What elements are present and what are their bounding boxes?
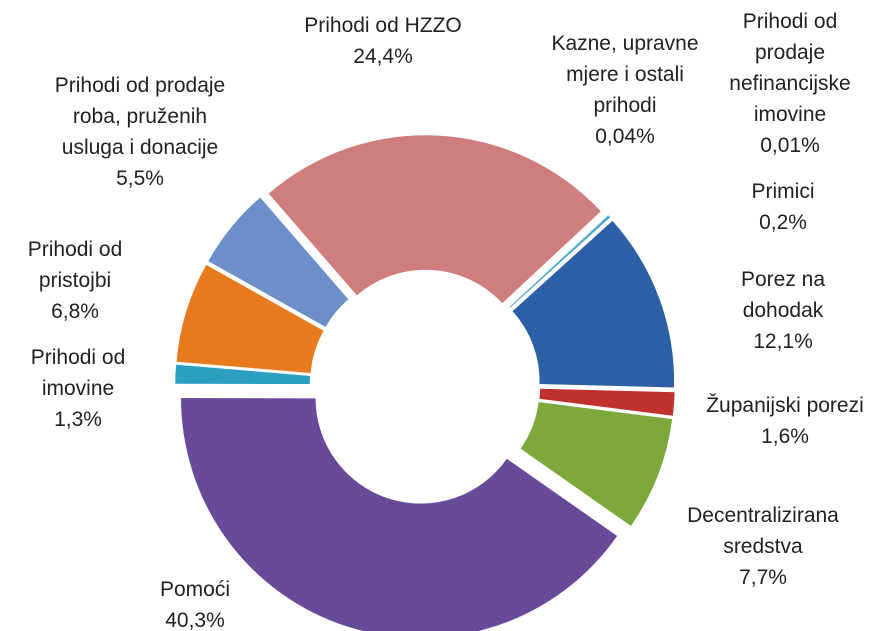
category-name: Prihodi od imovine (30, 346, 126, 400)
donut-slice (180, 397, 618, 631)
value-label: 1,3% (54, 408, 102, 431)
value-label: 7,7% (739, 566, 787, 589)
slice-label: Prihodi od imovine 1,3% (13, 342, 143, 435)
slice-label: Primici 0,2% (723, 176, 843, 238)
value-label: 0,04% (595, 125, 655, 148)
value-label: 40,3% (165, 609, 225, 631)
donut-slice (520, 401, 673, 527)
value-label: 5,5% (116, 167, 164, 190)
value-label: 1,6% (761, 425, 809, 448)
donut-slice (207, 196, 349, 328)
slice-label: Prihodi od pristojbi 6,8% (10, 234, 140, 327)
slice-label: Županijski porezi 1,6% (685, 390, 877, 452)
category-name: Prihodi od prodaje roba, pruženih usluga… (54, 74, 226, 159)
donut-slice (176, 264, 325, 374)
slice-label: Pomoći 40,3% (125, 574, 265, 631)
value-label: 0,2% (759, 211, 807, 234)
donut-slice (511, 220, 675, 388)
category-name: Kazne, upravne mjere i ostali prihodi (551, 32, 699, 117)
category-name: Županijski porezi (706, 394, 864, 417)
donut-slice (538, 388, 676, 417)
slice-label: Prihodi od prodaje roba, pruženih usluga… (40, 70, 240, 194)
category-name: Primici (751, 180, 815, 203)
slice-label: Decentralizirana sredstva 7,7% (668, 500, 858, 593)
slice-label: Kazne, upravne mjere i ostali prihodi 0,0… (545, 28, 705, 152)
category-name: Prihodi od HZZO (304, 14, 462, 37)
value-label: 12,1% (753, 330, 813, 353)
category-name: Pomoći (159, 578, 231, 601)
value-label: 24,4% (353, 45, 413, 68)
donut-slice (509, 214, 611, 309)
donut-slice (268, 134, 602, 304)
slice-label: Porez na dohodak 12,1% (728, 264, 838, 357)
category-name: Decentralizirana sredstva (687, 504, 839, 558)
category-name: Prihodi od prodaje nefinancijske imovine (729, 10, 851, 126)
donut-slice (174, 364, 311, 385)
value-label: 0,01% (760, 134, 820, 157)
value-label: 6,8% (51, 300, 99, 323)
slice-label: Prihodi od prodaje nefinancijske imovine… (720, 6, 860, 161)
category-name: Prihodi od pristojbi (27, 238, 123, 292)
category-name: Porez na dohodak (740, 268, 826, 322)
slice-label: Prihodi od HZZO 24,4% (273, 10, 493, 72)
